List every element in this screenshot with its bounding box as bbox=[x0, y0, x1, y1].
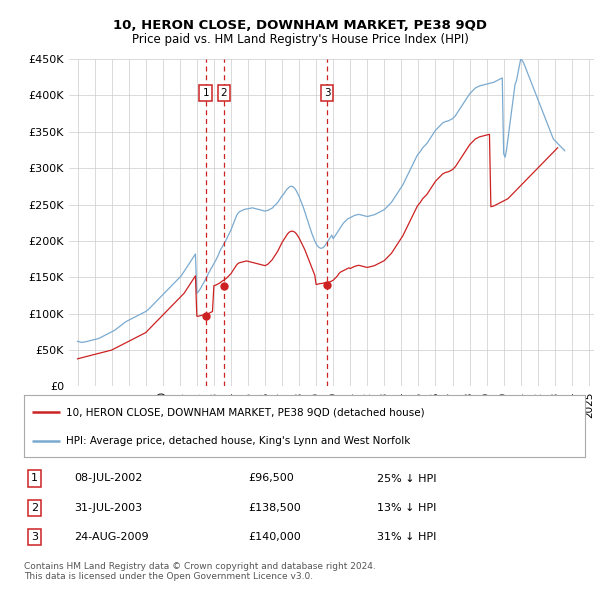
Text: 10, HERON CLOSE, DOWNHAM MARKET, PE38 9QD: 10, HERON CLOSE, DOWNHAM MARKET, PE38 9Q… bbox=[113, 19, 487, 32]
Text: 31% ↓ HPI: 31% ↓ HPI bbox=[377, 532, 437, 542]
Text: 2: 2 bbox=[31, 503, 38, 513]
Text: £140,000: £140,000 bbox=[248, 532, 301, 542]
Text: 3: 3 bbox=[31, 532, 38, 542]
Text: 10, HERON CLOSE, DOWNHAM MARKET, PE38 9QD (detached house): 10, HERON CLOSE, DOWNHAM MARKET, PE38 9Q… bbox=[66, 407, 425, 417]
Text: HPI: Average price, detached house, King's Lynn and West Norfolk: HPI: Average price, detached house, King… bbox=[66, 435, 410, 445]
Text: This data is licensed under the Open Government Licence v3.0.: This data is licensed under the Open Gov… bbox=[24, 572, 313, 581]
Text: £138,500: £138,500 bbox=[248, 503, 301, 513]
Text: 24-AUG-2009: 24-AUG-2009 bbox=[74, 532, 149, 542]
Text: 1: 1 bbox=[202, 88, 209, 99]
Text: 3: 3 bbox=[324, 88, 331, 99]
Text: 13% ↓ HPI: 13% ↓ HPI bbox=[377, 503, 437, 513]
Text: Price paid vs. HM Land Registry's House Price Index (HPI): Price paid vs. HM Land Registry's House … bbox=[131, 33, 469, 46]
Text: £96,500: £96,500 bbox=[248, 474, 294, 483]
Text: Contains HM Land Registry data © Crown copyright and database right 2024.: Contains HM Land Registry data © Crown c… bbox=[24, 562, 376, 571]
Text: 1: 1 bbox=[31, 474, 38, 483]
Text: 08-JUL-2002: 08-JUL-2002 bbox=[74, 474, 143, 483]
Text: 31-JUL-2003: 31-JUL-2003 bbox=[74, 503, 143, 513]
Text: 2: 2 bbox=[220, 88, 227, 99]
Text: 25% ↓ HPI: 25% ↓ HPI bbox=[377, 474, 437, 483]
